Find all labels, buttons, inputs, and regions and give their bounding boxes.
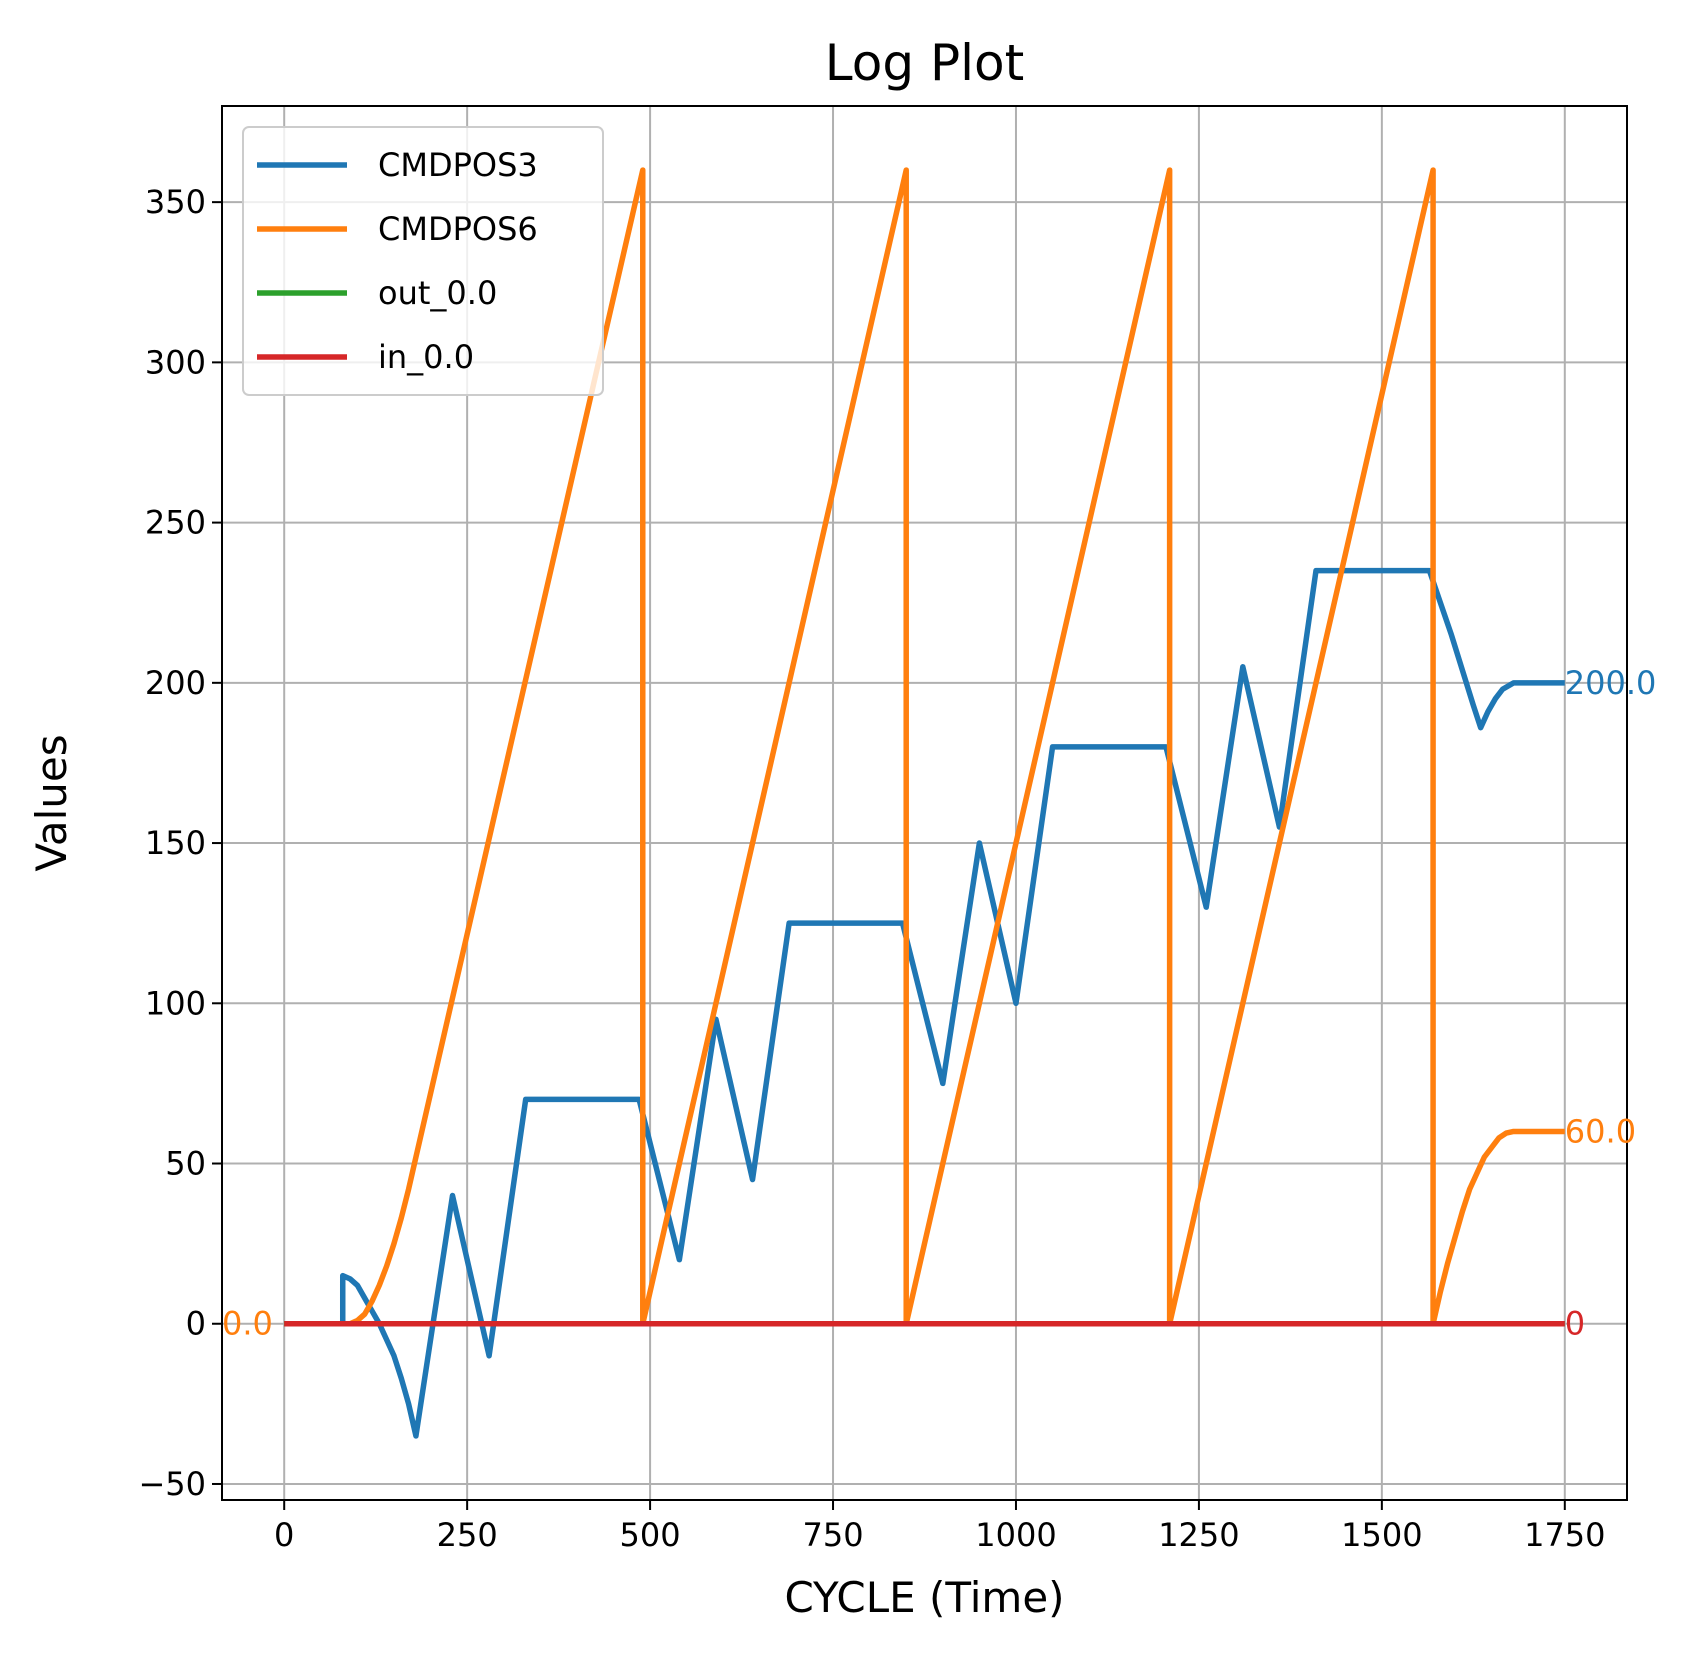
series-layer — [284, 167, 1565, 1439]
x-tick-label: 750 — [802, 1516, 863, 1554]
x-tick-label: 0 — [274, 1516, 294, 1554]
chart-title: Log Plot — [825, 34, 1024, 92]
legend-label: out_0.0 — [378, 274, 497, 312]
series-end-label: 0.0 — [222, 1305, 273, 1343]
x-tick-label: 500 — [620, 1516, 681, 1554]
series-end-label: 200.0 — [1565, 664, 1657, 702]
legend: CMDPOS3 CMDPOS6 out_0.0 in_0.0 — [242, 126, 604, 396]
y-tick-label: 250 — [145, 504, 206, 542]
x-tick-label: 250 — [437, 1516, 498, 1554]
x-tick-label: 1500 — [1341, 1516, 1422, 1554]
y-tick-label: 350 — [145, 183, 206, 221]
legend-label: in_0.0 — [378, 338, 474, 376]
series-line-cmdpos6 — [284, 167, 1565, 1327]
y-axis-title: Values — [27, 734, 76, 871]
end-labels: 0.0 200.0 60.0 0 — [222, 664, 1656, 1343]
y-tick-label: 50 — [165, 1145, 206, 1183]
y-tick-label: 300 — [145, 343, 206, 381]
y-tick-label: 0 — [186, 1305, 206, 1343]
ticks: 0 250 500 750 1000 1250 1500 1750 −50 0 50 100 150 20… — [138, 183, 1605, 1554]
legend-box — [242, 126, 604, 396]
y-tick-label: −50 — [138, 1465, 206, 1503]
plot-frame — [221, 105, 1628, 1501]
x-axis-title: CYCLE (Time) — [784, 1573, 1064, 1622]
series-end-label: 60.0 — [1565, 1112, 1636, 1150]
x-tick-label: 1750 — [1524, 1516, 1605, 1554]
legend-label: CMDPOS3 — [378, 146, 538, 184]
y-tick-label: 100 — [145, 984, 206, 1022]
series-end-label: 0 — [1565, 1305, 1585, 1343]
x-tick-label: 1000 — [975, 1516, 1056, 1554]
y-tick-label: 200 — [145, 664, 206, 702]
y-tick-label: 150 — [145, 824, 206, 862]
x-tick-label: 1250 — [1158, 1516, 1239, 1554]
legend-label: CMDPOS6 — [378, 210, 538, 248]
